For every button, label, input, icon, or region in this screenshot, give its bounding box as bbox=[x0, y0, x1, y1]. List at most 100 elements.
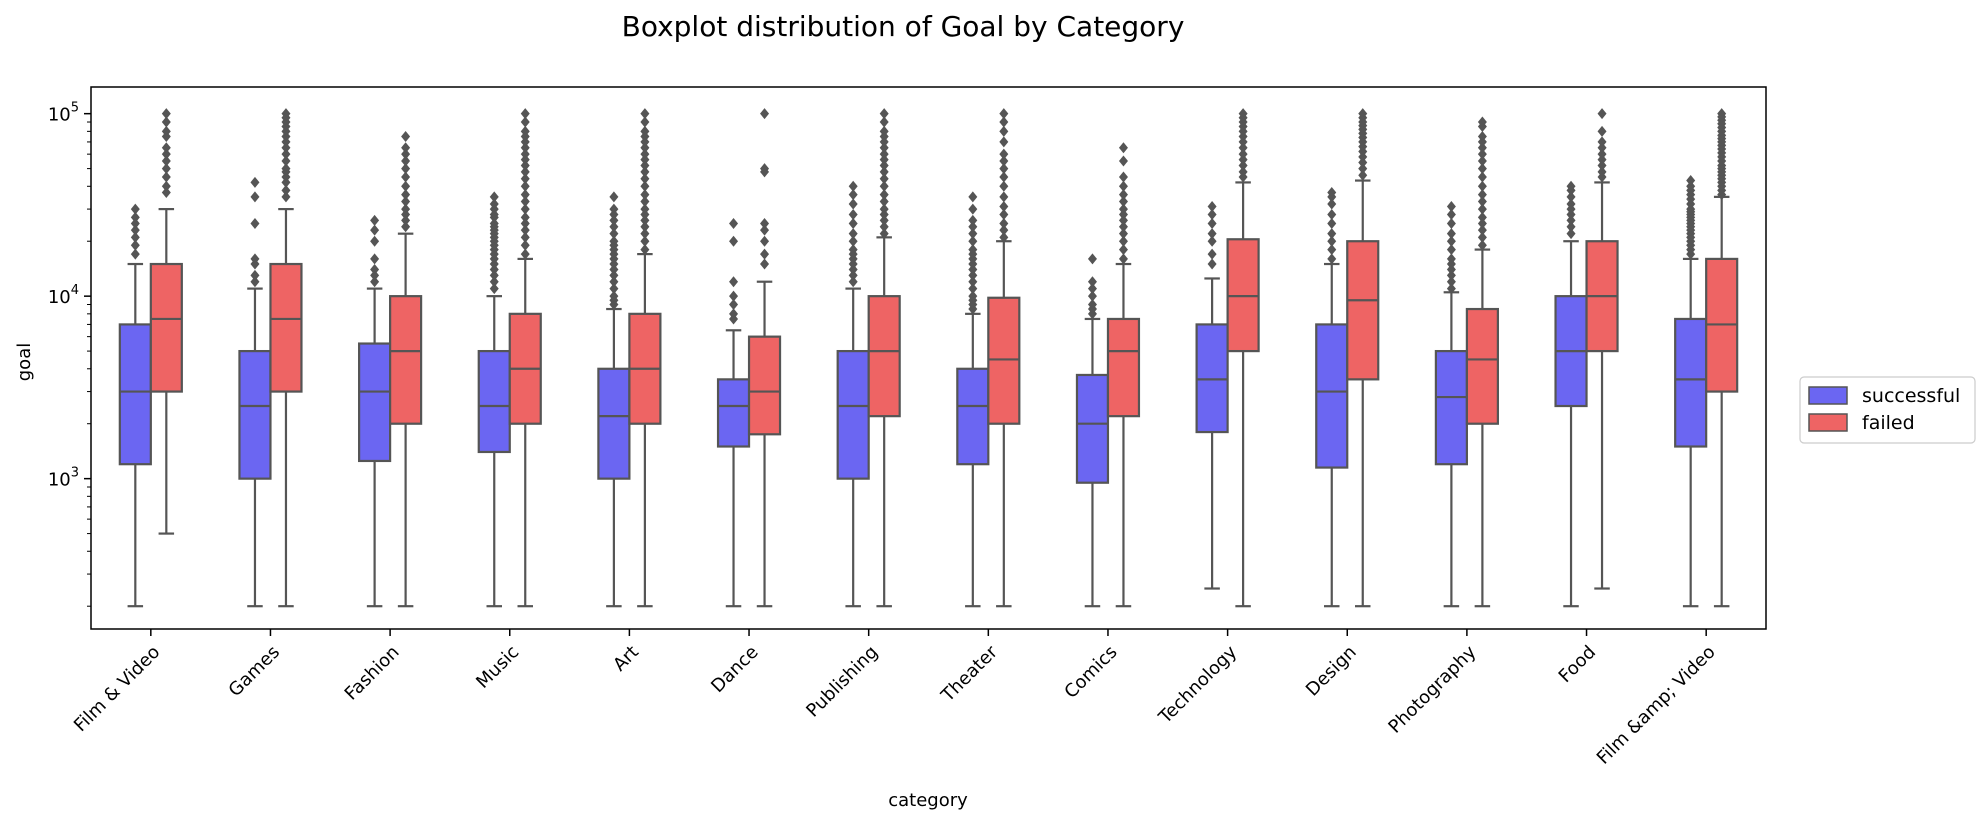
outlier-point bbox=[879, 173, 889, 185]
outlier-point bbox=[848, 180, 858, 192]
outlier-point bbox=[1597, 136, 1607, 148]
y-axis-label: goal bbox=[14, 343, 35, 381]
outlier-point bbox=[370, 235, 380, 247]
outlier-point bbox=[879, 159, 889, 171]
box-iqr bbox=[118, 323, 152, 466]
outlier-point bbox=[1118, 189, 1128, 201]
outlier-point bbox=[879, 142, 889, 154]
outlier-point bbox=[250, 276, 260, 288]
outlier-point bbox=[879, 196, 889, 208]
outlier-point bbox=[848, 209, 858, 221]
outlier-point bbox=[879, 203, 889, 215]
outlier-point bbox=[729, 276, 739, 288]
box-iqr bbox=[1465, 307, 1499, 425]
outlier-point bbox=[1087, 290, 1097, 302]
box-successful-14 bbox=[1674, 175, 1708, 608]
outlier-point bbox=[130, 231, 140, 243]
outlier-point bbox=[370, 224, 380, 236]
x-tick-label: Design bbox=[1302, 642, 1361, 701]
x-tick-label: Publishing bbox=[802, 642, 882, 722]
outlier-point bbox=[640, 166, 650, 178]
x-tick-label: Theater bbox=[937, 641, 1003, 707]
outlier-point bbox=[1446, 218, 1456, 230]
outlier-point bbox=[1477, 163, 1487, 175]
outlier-point bbox=[520, 203, 530, 215]
outlier-point bbox=[1358, 169, 1368, 181]
box-successful-12 bbox=[1434, 200, 1468, 608]
box-iqr bbox=[269, 262, 303, 393]
legend: successful failed bbox=[1799, 376, 1976, 444]
box-iqr bbox=[597, 367, 631, 480]
outlier-point bbox=[848, 218, 858, 230]
outlier-point bbox=[640, 244, 650, 256]
outlier-point bbox=[1358, 163, 1368, 175]
outlier-point bbox=[1118, 180, 1128, 192]
outlier-point bbox=[1238, 166, 1248, 178]
outlier-point bbox=[281, 191, 291, 203]
x-tick-label: Fashion bbox=[341, 642, 404, 705]
outlier-point bbox=[729, 218, 739, 230]
outlier-point bbox=[520, 189, 530, 201]
outlier-point bbox=[609, 283, 619, 295]
outlier-point bbox=[609, 221, 619, 233]
outlier-point bbox=[520, 148, 530, 160]
outlier-point bbox=[1446, 276, 1456, 288]
outlier-point bbox=[130, 239, 140, 251]
outlier-point bbox=[999, 155, 1009, 167]
outlier-point bbox=[609, 276, 619, 288]
outlier-point bbox=[1118, 214, 1128, 226]
box-iqr bbox=[747, 335, 782, 436]
box-iqr bbox=[716, 378, 751, 448]
outlier-point bbox=[250, 269, 260, 281]
outlier-point bbox=[1207, 228, 1217, 240]
outlier-point bbox=[520, 196, 530, 208]
outlier-point bbox=[609, 235, 619, 247]
outlier-point bbox=[640, 142, 650, 154]
outlier-point bbox=[1477, 148, 1487, 160]
outlier-point bbox=[999, 209, 1009, 221]
outlier-point bbox=[1477, 142, 1487, 154]
outlier-point bbox=[609, 203, 619, 215]
outlier-point bbox=[609, 228, 619, 240]
box-successful-9 bbox=[1075, 253, 1110, 608]
box-iqr bbox=[1434, 349, 1468, 466]
outlier-point bbox=[1566, 221, 1576, 233]
outlier-point bbox=[999, 200, 1009, 212]
outlier-point bbox=[640, 214, 650, 226]
box-failed-9 bbox=[1106, 142, 1141, 608]
outlier-point bbox=[161, 155, 171, 167]
box-failed-13 bbox=[1585, 108, 1619, 590]
boxes-layer bbox=[118, 108, 1739, 608]
outlier-point bbox=[1118, 155, 1128, 167]
box-failed-8 bbox=[987, 108, 1021, 608]
outlier-point bbox=[1717, 108, 1727, 120]
outlier-point bbox=[520, 224, 530, 236]
outlier-point bbox=[848, 244, 858, 256]
outlier-point bbox=[489, 218, 499, 230]
box-failed-4 bbox=[508, 108, 542, 608]
outlier-point bbox=[489, 191, 499, 203]
outlier-point bbox=[848, 189, 858, 201]
outlier-point bbox=[489, 198, 499, 210]
outlier-point bbox=[1477, 218, 1487, 230]
outlier-point bbox=[760, 108, 770, 120]
outlier-point bbox=[1118, 244, 1128, 256]
outlier-point bbox=[281, 184, 291, 196]
outlier-point bbox=[401, 130, 411, 142]
box-iqr bbox=[389, 295, 423, 425]
outlier-point bbox=[999, 125, 1009, 137]
outlier-point bbox=[401, 203, 411, 215]
outlier-point bbox=[1446, 269, 1456, 281]
outlier-point bbox=[879, 180, 889, 192]
outlier-point bbox=[999, 163, 1009, 175]
outlier-point bbox=[1238, 108, 1248, 120]
outlier-point bbox=[760, 258, 770, 270]
outlier-point bbox=[520, 116, 530, 128]
outlier-point bbox=[370, 214, 380, 226]
outlier-point bbox=[999, 136, 1009, 148]
outlier-point bbox=[640, 235, 650, 247]
outlier-point bbox=[1118, 253, 1128, 265]
outlier-point bbox=[1446, 209, 1456, 221]
outlier-point bbox=[130, 211, 140, 223]
outlier-point bbox=[1118, 221, 1128, 233]
